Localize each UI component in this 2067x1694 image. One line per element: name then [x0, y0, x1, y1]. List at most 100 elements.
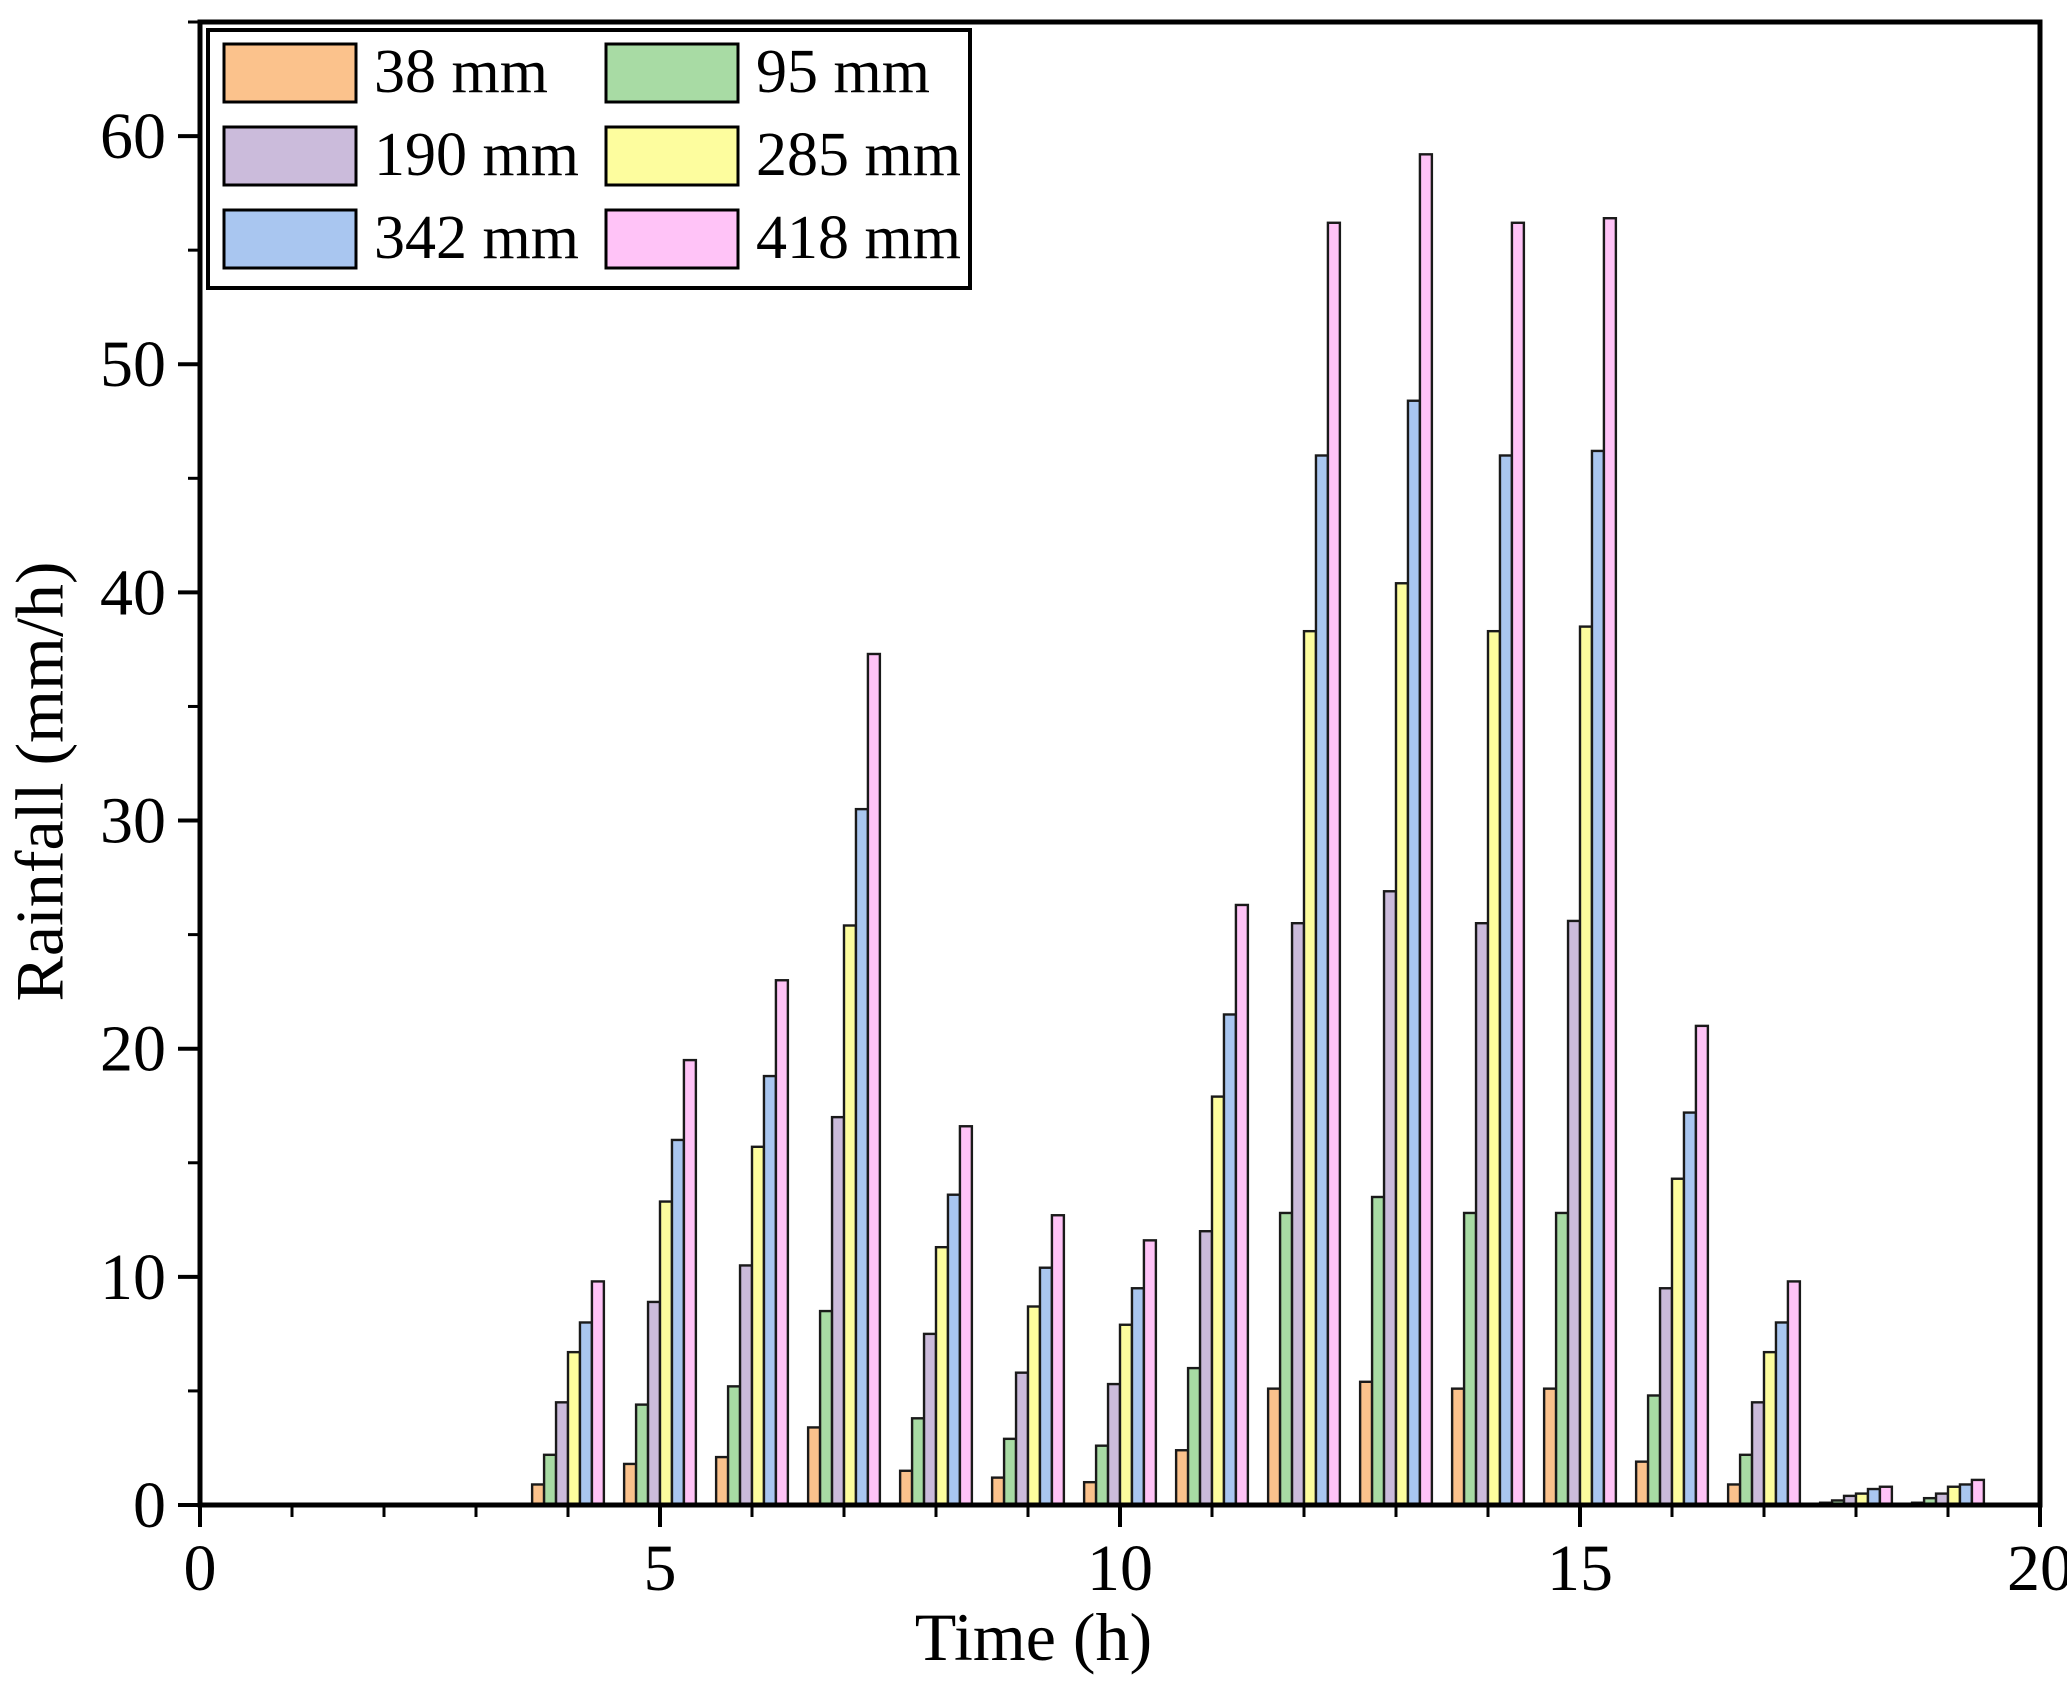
bar-38mm-h7: [806, 1426, 822, 1507]
bar-95mm-h14: [1462, 1211, 1478, 1507]
bar-95mm-h12: [1278, 1211, 1294, 1507]
bar-285mm-h13: [1394, 582, 1410, 1507]
y-tick-label-10: 10: [100, 1241, 166, 1314]
bar-38mm-h10: [1082, 1480, 1098, 1507]
bar-342mm-h6: [762, 1074, 778, 1507]
bar-418mm-h13: [1418, 153, 1434, 1507]
legend-label-190mm: 190 mm: [374, 121, 579, 189]
bar-342mm-h12: [1314, 454, 1330, 1507]
bar-190mm-h6: [738, 1264, 754, 1507]
bar-285mm-h15: [1578, 625, 1594, 1507]
bar-418mm-h16: [1694, 1024, 1710, 1507]
bar-342mm-h17: [1774, 1321, 1790, 1507]
x-axis-label: Time (h): [914, 1599, 1153, 1675]
bar-38mm-h15: [1542, 1387, 1558, 1507]
bar-418mm-h12: [1326, 221, 1342, 1507]
plot-frame: [197, 19, 2043, 1508]
bar-342mm-h8: [946, 1193, 962, 1507]
bar-190mm-h15: [1566, 919, 1582, 1507]
legend-label-285mm: 285 mm: [756, 121, 961, 189]
y-tick-label-20: 20: [100, 1013, 166, 1086]
bar-38mm-h16: [1634, 1460, 1650, 1507]
bar-418mm-h11: [1234, 903, 1250, 1507]
bar-418mm-h17: [1786, 1280, 1802, 1507]
bar-95mm-h13: [1370, 1195, 1386, 1507]
bar-285mm-h11: [1210, 1095, 1226, 1507]
legend-label-342mm: 342 mm: [374, 204, 579, 272]
bar-285mm-h4: [566, 1350, 582, 1507]
bar-95mm-h11: [1186, 1366, 1202, 1507]
bar-285mm-h10: [1118, 1323, 1134, 1507]
bar-285mm-h17: [1762, 1350, 1778, 1507]
bar-418mm-h14: [1510, 221, 1526, 1507]
bar-418mm-h10: [1142, 1239, 1158, 1507]
bar-38mm-h14: [1450, 1387, 1466, 1507]
y-tick-label-40: 40: [100, 556, 166, 629]
bar-95mm-h16: [1646, 1394, 1662, 1507]
x-tick-label-5: 5: [644, 1532, 677, 1605]
legend-label-418mm: 418 mm: [756, 204, 961, 272]
bar-285mm-h12: [1302, 629, 1318, 1507]
bar-190mm-h16: [1658, 1287, 1674, 1507]
bar-95mm-h17: [1738, 1453, 1754, 1507]
bar-342mm-h4: [578, 1321, 594, 1507]
bar-190mm-h12: [1290, 922, 1306, 1507]
bar-285mm-h16: [1670, 1177, 1686, 1507]
bar-38mm-h5: [622, 1462, 638, 1507]
bar-418mm-h5: [682, 1058, 698, 1507]
x-tick-label-20: 20: [2007, 1532, 2067, 1605]
bar-418mm-h6: [774, 979, 790, 1507]
x-tick-label-0: 0: [184, 1532, 217, 1605]
legend-swatch-342mm: [222, 208, 358, 270]
bar-418mm-h18: [1878, 1485, 1894, 1507]
y-tick-label-50: 50: [100, 328, 166, 401]
bar-285mm-h6: [750, 1145, 766, 1507]
bar-190mm-h5: [646, 1300, 662, 1507]
bar-190mm-h10: [1106, 1382, 1122, 1507]
bar-418mm-h19: [1970, 1478, 1986, 1507]
y-tick-label-0: 0: [133, 1469, 166, 1542]
bar-342mm-h5: [670, 1138, 686, 1507]
bar-190mm-h4: [554, 1401, 570, 1507]
x-tick-label-15: 15: [1547, 1532, 1613, 1605]
bar-418mm-h4: [590, 1280, 606, 1507]
legend-swatch-190mm: [222, 125, 358, 187]
y-axis-label: Rainfall (mm/h): [1, 561, 78, 1002]
bar-95mm-h9: [1002, 1437, 1018, 1507]
bar-342mm-h19: [1958, 1483, 1974, 1507]
bar-342mm-h14: [1498, 454, 1514, 1507]
bar-95mm-h7: [818, 1309, 834, 1507]
bar-285mm-h14: [1486, 629, 1502, 1507]
bar-38mm-h9: [990, 1476, 1006, 1507]
bar-285mm-h5: [658, 1200, 674, 1507]
bar-190mm-h13: [1382, 890, 1398, 1507]
bar-95mm-h5: [634, 1403, 650, 1507]
bar-285mm-h8: [934, 1245, 950, 1507]
bar-285mm-h19: [1946, 1485, 1962, 1507]
bar-190mm-h9: [1014, 1371, 1030, 1507]
bar-342mm-h10: [1130, 1287, 1146, 1507]
legend-swatch-95mm: [604, 42, 740, 104]
legend-swatch-418mm: [604, 208, 740, 270]
bar-95mm-h15: [1554, 1211, 1570, 1507]
bar-342mm-h7: [854, 807, 870, 1507]
bar-342mm-h16: [1682, 1111, 1698, 1507]
bar-342mm-h13: [1406, 399, 1422, 1507]
bar-190mm-h11: [1198, 1230, 1214, 1507]
bar-190mm-h14: [1474, 922, 1490, 1507]
bar-38mm-h12: [1266, 1387, 1282, 1507]
bar-95mm-h10: [1094, 1444, 1110, 1507]
bar-38mm-h13: [1358, 1380, 1374, 1507]
legend-label-95mm: 95 mm: [756, 38, 930, 106]
bar-38mm-h8: [898, 1469, 914, 1507]
bar-38mm-h17: [1726, 1483, 1742, 1507]
bar-418mm-h7: [866, 652, 882, 1507]
bar-38mm-h11: [1174, 1449, 1190, 1507]
bar-342mm-h15: [1590, 449, 1606, 1507]
bar-190mm-h17: [1750, 1401, 1766, 1507]
bar-418mm-h8: [958, 1125, 974, 1507]
bar-190mm-h7: [830, 1115, 846, 1507]
bar-342mm-h9: [1038, 1266, 1054, 1507]
